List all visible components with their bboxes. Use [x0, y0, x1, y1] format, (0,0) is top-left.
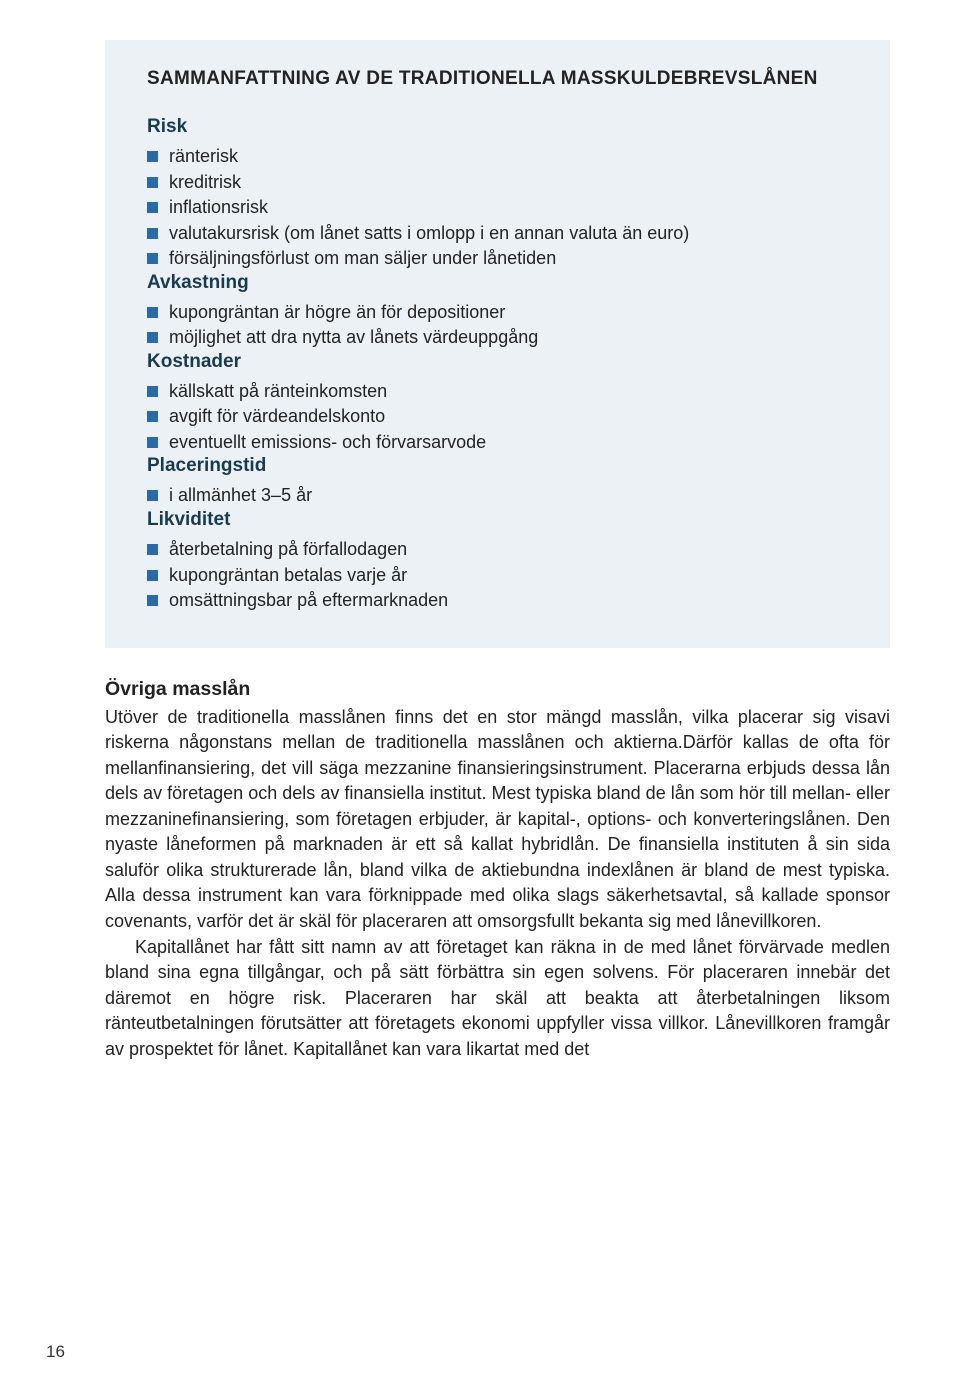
body-paragraph: Utöver de traditionella masslånen finns …: [105, 705, 890, 935]
list-item: eventuellt emissions- och förvarsarvode: [147, 430, 848, 456]
bullet-list: ränterisk kreditrisk inflationsrisk valu…: [147, 144, 848, 272]
section-likviditet: Likviditet återbetalning på förfallodage…: [147, 509, 848, 614]
list-item: återbetalning på förfallodagen: [147, 537, 848, 563]
list-item: inflationsrisk: [147, 195, 848, 221]
section-heading: Likviditet: [147, 509, 848, 531]
list-item: omsättningsbar på eftermarknaden: [147, 588, 848, 614]
list-item: valutakursrisk (om lånet satts i omlopp …: [147, 221, 848, 247]
section-risk: Risk ränterisk kreditrisk inflationsrisk…: [147, 116, 848, 272]
section-heading: Risk: [147, 116, 848, 138]
bullet-list: återbetalning på förfallodagen kupongrän…: [147, 537, 848, 614]
list-item: möjlighet att dra nytta av lånets värdeu…: [147, 325, 848, 351]
list-item: kreditrisk: [147, 170, 848, 196]
list-item: källskatt på ränteinkomsten: [147, 379, 848, 405]
bullet-list: kupongräntan är högre än för depositione…: [147, 300, 848, 351]
body-section: Övriga masslån Utöver de traditionella m…: [105, 678, 890, 1063]
section-placeringstid: Placeringstid i allmänhet 3–5 år: [147, 455, 848, 509]
section-heading: Placeringstid: [147, 455, 848, 477]
section-kostnader: Kostnader källskatt på ränteinkomsten av…: [147, 351, 848, 456]
page-number: 16: [46, 1342, 65, 1362]
list-item: avgift för värdeandelskonto: [147, 404, 848, 430]
section-heading: Kostnader: [147, 351, 848, 373]
list-item: i allmänhet 3–5 år: [147, 483, 848, 509]
list-item: kupongräntan är högre än för depositione…: [147, 300, 848, 326]
list-item: försäljningsförlust om man säljer under …: [147, 246, 848, 272]
list-item: ränterisk: [147, 144, 848, 170]
body-heading: Övriga masslån: [105, 678, 890, 701]
box-title: SAMMANFATTNING AV DE TRADITIONELLA MASSK…: [147, 68, 848, 90]
list-item: kupongräntan betalas varje år: [147, 563, 848, 589]
section-avkastning: Avkastning kupongräntan är högre än för …: [147, 272, 848, 351]
body-paragraph: Kapitallånet har fått sitt namn av att f…: [105, 935, 890, 1063]
bullet-list: i allmänhet 3–5 år: [147, 483, 848, 509]
summary-box: SAMMANFATTNING AV DE TRADITIONELLA MASSK…: [105, 40, 890, 648]
bullet-list: källskatt på ränteinkomsten avgift för v…: [147, 379, 848, 456]
section-heading: Avkastning: [147, 272, 848, 294]
